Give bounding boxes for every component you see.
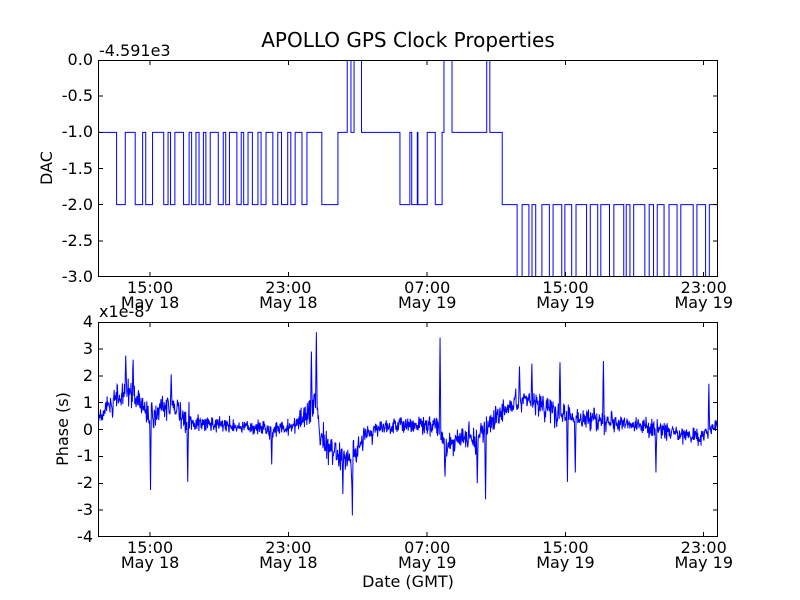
tick-marks [99,322,717,537]
y-tick-label: 0 [82,419,93,439]
x-tick-time: 07:00 [404,278,451,297]
x-tick-label: 15:00 May 19 [519,538,611,572]
axes-frame [98,322,718,537]
x-tick-time: 23:00 [265,278,312,297]
dac-axis-offset-label: -4.591e3 [99,41,171,60]
x-tick-time: 07:00 [404,538,451,557]
phase-axes [98,322,718,537]
y-tick-label: -2.5 [61,230,93,250]
y-tick-label: -3.0 [61,267,93,286]
y-tick-label: 2 [82,365,93,385]
x-tick-label: 23:00 May 18 [242,538,334,572]
y-tick-label: -1.0 [61,122,93,142]
x-tick-time: 15:00 [542,278,589,297]
x-tick-date: May 19 [674,553,733,572]
dac-plot [98,60,718,277]
y-tick-label: 1 [82,392,93,412]
x-tick-date: May 19 [397,293,457,312]
figure-title: APOLLO GPS Clock Properties [261,28,555,52]
y-tick-label: -3 [77,500,93,520]
dac-step-line [98,60,718,277]
x-tick-date: May 18 [120,293,180,312]
x-tick-time: 15:00 [542,538,589,557]
x-tick-label: 23:00 May 19 [658,538,750,572]
x-tick-date: May 18 [120,553,180,572]
x-tick-time: 23:00 [680,538,727,557]
x-tick-time: 15:00 [127,278,174,297]
x-tick-time: 23:00 [680,278,727,297]
phase-plot [98,322,718,537]
x-axis-label: Date (GMT) [362,572,454,591]
dac-axes [98,60,718,277]
x-tick-label: 07:00 May 19 [381,278,473,312]
x-tick-date: May 19 [397,553,457,572]
axes-frame [98,60,718,277]
y-tick-label: 3 [82,338,93,358]
x-tick-date: May 19 [536,293,595,312]
y-tick-label: 0.0 [67,50,93,69]
x-tick-label: 15:00 May 18 [104,538,196,572]
y-tick-label: -0.5 [61,86,93,106]
x-tick-date: May 19 [674,293,733,312]
y-tick-label: -1 [77,446,93,466]
x-tick-date: May 18 [259,293,318,312]
tick-marks [99,60,717,277]
x-tick-time: 15:00 [127,538,174,557]
x-tick-label: 07:00 May 19 [381,538,473,572]
x-tick-label: 23:00 May 19 [658,278,750,312]
y-tick-label: -1.5 [61,158,93,178]
x-tick-label: 15:00 May 19 [519,278,611,312]
phase-axis-scale-label: x1e-8 [99,302,145,321]
y-tick-label: -2 [77,473,93,493]
y-tick-label: -4 [77,527,93,546]
x-tick-label: 15:00 May 18 [104,278,196,312]
y-tick-label: -2.0 [61,194,93,214]
x-tick-time: 23:00 [265,538,312,557]
phase-noise-line [98,332,718,516]
x-tick-date: May 19 [536,553,595,572]
y-tick-label: 4 [82,312,93,331]
x-tick-date: May 18 [259,553,318,572]
x-tick-label: 23:00 May 18 [242,278,334,312]
